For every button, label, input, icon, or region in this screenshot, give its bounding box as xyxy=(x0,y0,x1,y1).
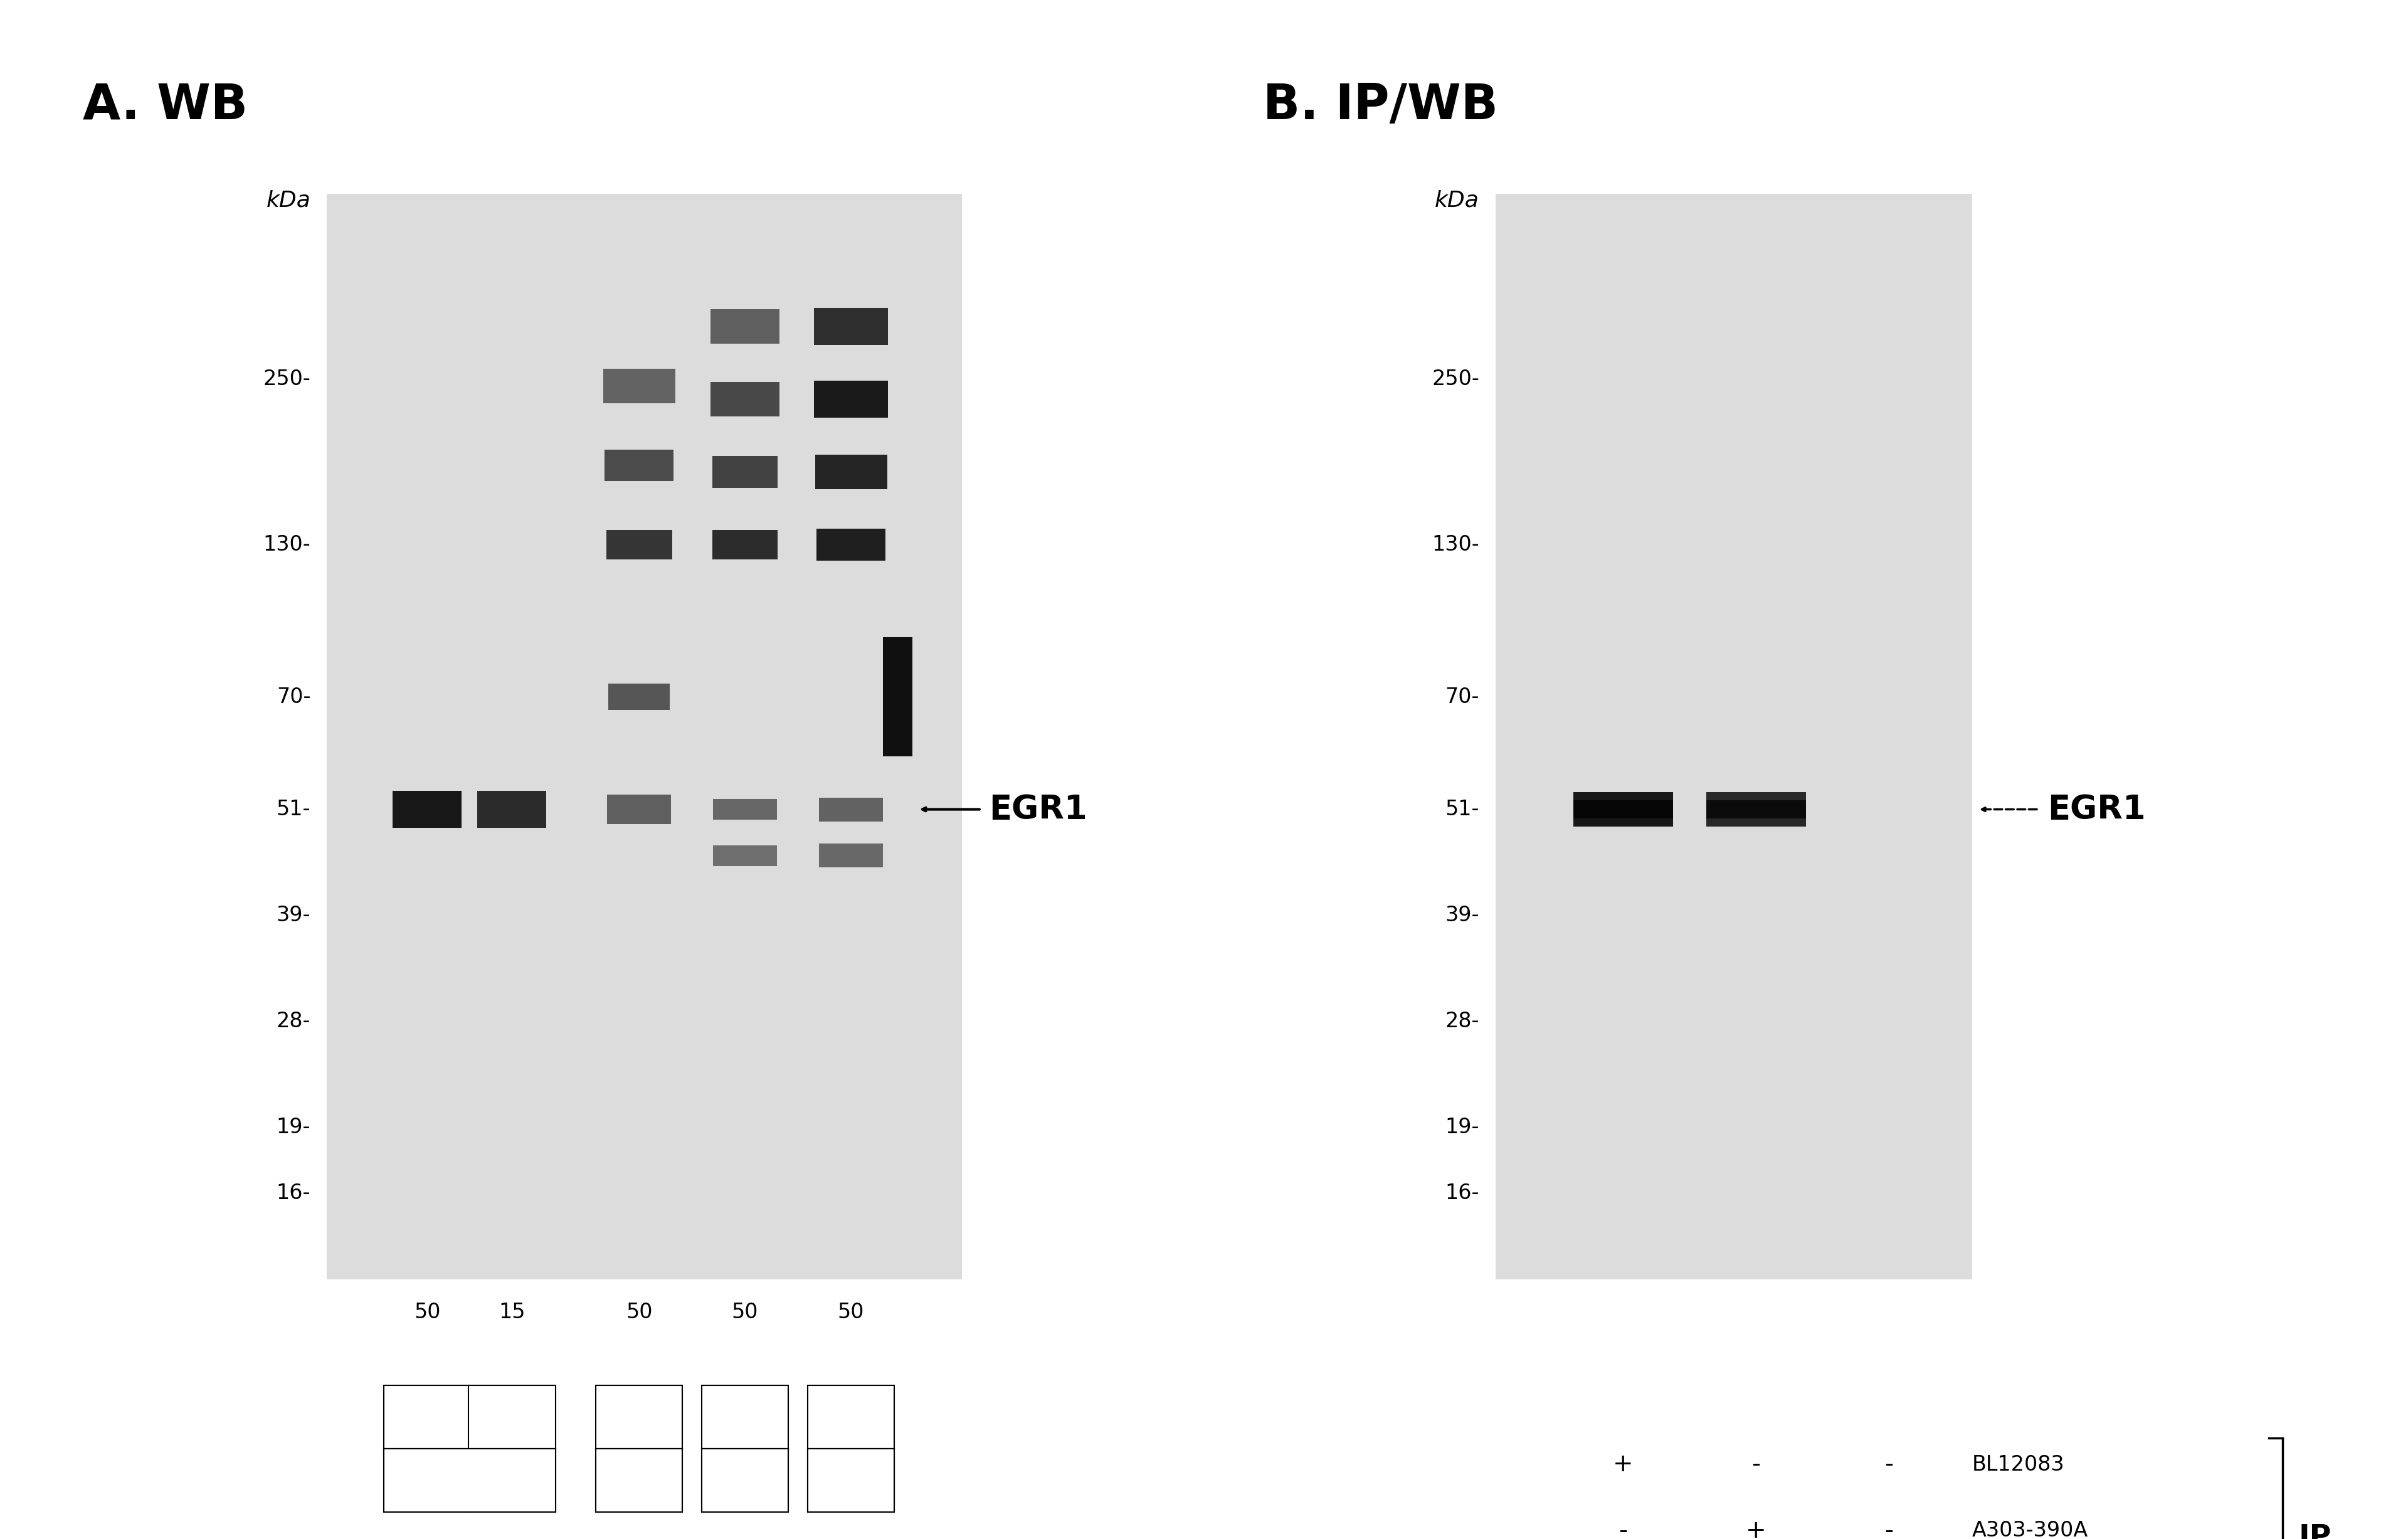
Text: D: D xyxy=(460,1470,479,1491)
Text: 70-: 70- xyxy=(277,686,311,708)
Text: 15: 15 xyxy=(498,1302,525,1322)
Bar xyxy=(607,794,672,823)
Bar xyxy=(701,1448,787,1513)
Text: 50: 50 xyxy=(732,1407,759,1427)
Bar xyxy=(807,1385,893,1448)
Bar xyxy=(713,529,778,559)
Text: 51-: 51- xyxy=(1445,799,1479,820)
Bar xyxy=(609,683,669,709)
Text: 51-: 51- xyxy=(277,799,311,820)
Bar xyxy=(710,382,780,416)
Bar xyxy=(713,799,778,820)
Bar xyxy=(819,797,884,822)
Bar xyxy=(819,843,884,868)
Bar xyxy=(470,1385,556,1448)
Text: EGR1: EGR1 xyxy=(2047,793,2146,825)
Bar xyxy=(1572,793,1674,826)
Bar xyxy=(383,1448,470,1513)
Text: BL12083: BL12083 xyxy=(1972,1454,2064,1474)
Bar xyxy=(383,1385,470,1448)
Text: +: + xyxy=(1613,1453,1633,1476)
Text: +: + xyxy=(1746,1519,1767,1539)
Bar xyxy=(814,454,886,489)
Text: 50: 50 xyxy=(414,1302,441,1322)
Bar xyxy=(1707,793,1806,826)
Bar xyxy=(607,529,672,559)
Bar xyxy=(710,309,780,343)
Text: 39-: 39- xyxy=(1445,905,1479,925)
Bar xyxy=(884,637,913,757)
Text: 250-: 250- xyxy=(1433,369,1479,389)
Text: EGR1: EGR1 xyxy=(990,793,1086,825)
Bar xyxy=(595,1448,681,1513)
Text: A303-390A: A303-390A xyxy=(1972,1521,2088,1539)
Text: 19-: 19- xyxy=(277,1117,311,1137)
Text: E: E xyxy=(737,1470,751,1491)
Text: -: - xyxy=(1618,1519,1628,1539)
Bar xyxy=(1707,800,1806,819)
Bar xyxy=(713,456,778,488)
Text: 50: 50 xyxy=(838,1407,864,1427)
Text: 50: 50 xyxy=(732,1302,759,1322)
Text: 19-: 19- xyxy=(1445,1117,1479,1137)
Bar xyxy=(470,1448,556,1513)
Text: B. IP/WB: B. IP/WB xyxy=(1264,82,1498,129)
Bar xyxy=(393,791,462,828)
Bar xyxy=(807,1448,893,1513)
Text: -: - xyxy=(1751,1453,1760,1476)
Bar xyxy=(1495,194,1972,1279)
Bar xyxy=(701,1448,787,1513)
Text: 130-: 130- xyxy=(262,534,311,556)
Bar xyxy=(713,845,778,866)
Text: M: M xyxy=(628,1470,648,1491)
Text: 50: 50 xyxy=(838,1302,864,1322)
Bar xyxy=(604,449,674,482)
Text: 28-: 28- xyxy=(277,1011,311,1031)
Text: 16-: 16- xyxy=(277,1183,311,1203)
Text: 250-: 250- xyxy=(262,369,311,389)
Text: A. WB: A. WB xyxy=(82,82,248,129)
Bar xyxy=(807,1448,893,1513)
Text: kDa: kDa xyxy=(1435,189,1479,211)
Bar xyxy=(595,1385,681,1448)
Text: -: - xyxy=(1885,1519,1893,1539)
Text: 39-: 39- xyxy=(277,905,311,925)
Text: J: J xyxy=(848,1470,855,1491)
Bar xyxy=(816,529,886,560)
Bar xyxy=(1572,800,1674,819)
Text: kDa: kDa xyxy=(267,189,311,211)
Bar xyxy=(602,369,674,403)
Bar xyxy=(327,194,963,1279)
Bar xyxy=(814,308,889,345)
Text: -: - xyxy=(1885,1453,1893,1476)
Bar xyxy=(701,1385,787,1448)
Text: 50: 50 xyxy=(626,1302,653,1322)
Text: IP: IP xyxy=(2300,1524,2331,1539)
Text: 50: 50 xyxy=(414,1407,441,1427)
Text: 130-: 130- xyxy=(1433,534,1479,556)
Bar xyxy=(383,1448,556,1513)
Text: 50: 50 xyxy=(626,1407,653,1427)
Text: 16-: 16- xyxy=(1445,1183,1479,1203)
Text: 28-: 28- xyxy=(1445,1011,1479,1031)
Bar xyxy=(595,1448,681,1513)
Text: 70-: 70- xyxy=(1445,686,1479,708)
Bar xyxy=(814,380,889,417)
Text: 15: 15 xyxy=(498,1407,525,1427)
Bar xyxy=(477,791,547,828)
